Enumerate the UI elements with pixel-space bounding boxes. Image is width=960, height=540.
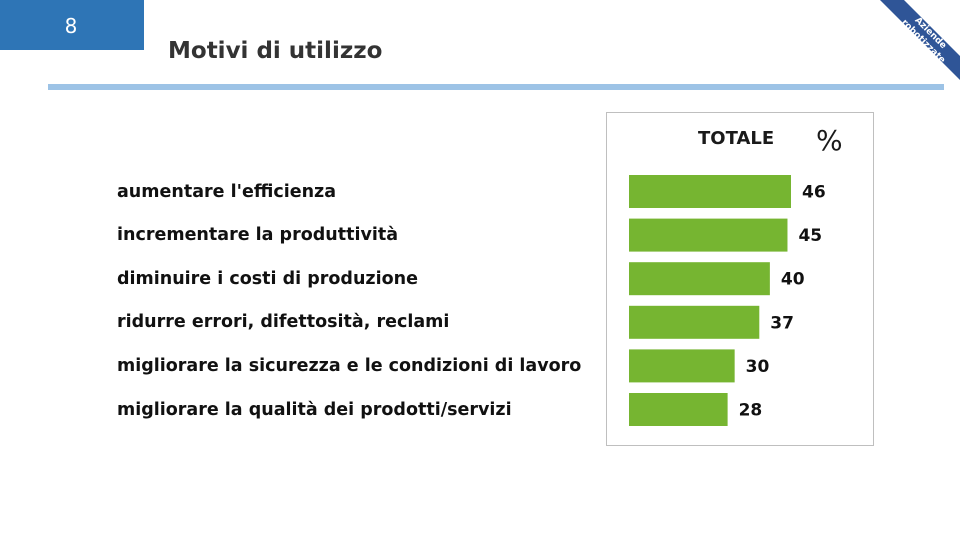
page-number-box <box>0 0 144 50</box>
bar <box>629 393 728 426</box>
category-labels: aumentare l'efficienza incrementare la pr… <box>117 0 597 540</box>
bar <box>629 349 735 383</box>
slide-title: Motivi di utilizzo <box>168 38 383 64</box>
bar-value-label: 28 <box>739 401 763 421</box>
bar-value-label: 30 <box>746 357 770 377</box>
category-label: migliorare la qualità dei prodotti/servi… <box>117 399 512 420</box>
category-label: ridurre errori, difettosità, reclami <box>117 312 450 333</box>
chart-title: TOTALE <box>698 128 775 149</box>
bar <box>629 305 760 339</box>
bar <box>629 175 791 208</box>
category-label: diminuire i costi di produzione <box>117 268 418 289</box>
chart-unit: % <box>816 124 843 157</box>
bar-value-label: 46 <box>802 183 826 203</box>
category-label: migliorare la sicurezza e le condizioni … <box>117 355 582 376</box>
ribbon-shape <box>880 0 960 80</box>
bar-value-label: 40 <box>781 270 805 290</box>
corner-ribbon: Aziende robotizzate <box>880 0 960 80</box>
bar <box>629 262 770 296</box>
category-label: incrementare la produttività <box>117 225 399 246</box>
page-number: 8 <box>64 14 78 38</box>
bar-value-label: 37 <box>770 313 794 333</box>
category-label: aumentare l'efficienza <box>117 181 337 202</box>
bar-value-label: 45 <box>798 226 822 246</box>
chart-frame <box>606 112 874 446</box>
title-underline <box>48 84 944 90</box>
bar <box>629 218 788 252</box>
